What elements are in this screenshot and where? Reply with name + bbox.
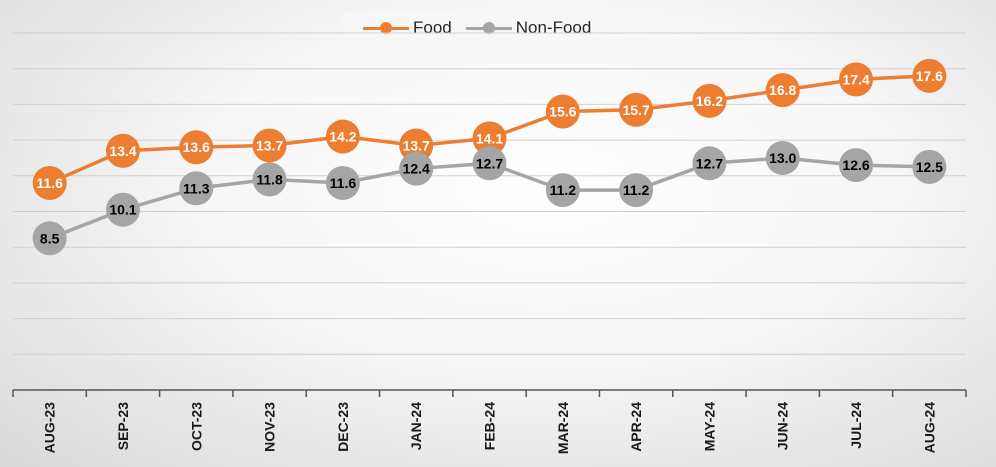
legend-dot-non-food xyxy=(482,22,495,34)
data-point-food xyxy=(692,83,727,118)
data-label-non-food: 10.1 xyxy=(109,202,136,218)
data-point-non-food xyxy=(839,148,874,183)
data-point-non-food xyxy=(619,173,654,208)
x-tick-label: MAR-24 xyxy=(555,402,571,454)
legend-dot-food xyxy=(380,22,392,34)
data-point-non-food xyxy=(692,146,727,181)
series-food: 11.6 13.4 13.6 13.7 14.2 13.7 14.1 15.6 15.7 16.2… xyxy=(32,58,947,200)
data-point-food xyxy=(252,128,287,163)
legend-label-non-food: Non-Food xyxy=(515,18,592,37)
x-tick-label: DEC-23 xyxy=(335,402,351,452)
data-label-non-food: 12.6 xyxy=(842,157,869,173)
x-tick-label: MAY-24 xyxy=(701,402,717,452)
data-point-non-food xyxy=(179,171,214,206)
legend-marker-non-food xyxy=(465,21,512,35)
data-label-non-food: 11.2 xyxy=(550,182,577,198)
data-label-food: 17.6 xyxy=(916,68,943,84)
data-point-food xyxy=(325,119,360,154)
data-point-non-food xyxy=(32,221,67,256)
data-label-non-food: 12.5 xyxy=(916,159,943,175)
legend-marker-food xyxy=(363,21,409,35)
data-label-non-food: 12.7 xyxy=(696,155,723,171)
data-label-food: 13.4 xyxy=(109,143,136,159)
data-point-food xyxy=(912,58,947,93)
data-label-food: 17.4 xyxy=(842,71,869,87)
data-label-food: 13.6 xyxy=(183,139,210,155)
legend-item-food: Food xyxy=(363,18,452,38)
data-label-non-food: 8.5 xyxy=(40,230,60,246)
x-tick-label: SEP-23 xyxy=(115,402,131,450)
data-point-food xyxy=(472,121,507,156)
data-label-non-food: 12.7 xyxy=(476,155,503,171)
data-label-non-food: 11.2 xyxy=(623,182,650,198)
data-label-food: 11.6 xyxy=(36,175,63,191)
data-label-non-food: 12.4 xyxy=(403,161,430,177)
data-label-food: 15.6 xyxy=(549,104,576,120)
data-label-non-food: 13.0 xyxy=(769,150,796,166)
data-point-non-food xyxy=(325,165,360,200)
x-tick-label: FEB-24 xyxy=(482,402,498,450)
x-tick-label: NOV-23 xyxy=(262,402,278,452)
data-point-food xyxy=(545,94,580,129)
data-point-food xyxy=(765,73,800,108)
data-label-food: 14.1 xyxy=(476,130,503,146)
data-point-food xyxy=(619,92,654,127)
data-point-non-food xyxy=(105,192,140,227)
data-point-food xyxy=(839,62,874,97)
series-non-food: 8.5 10.1 11.3 11.8 11.6 12.4 12.7 11.2 11.2 12.7 1… xyxy=(32,140,947,256)
data-label-food: 13.7 xyxy=(403,137,430,153)
data-point-non-food xyxy=(399,151,434,186)
chart-legend: Food Non-Food xyxy=(343,12,601,44)
data-label-food: 15.7 xyxy=(622,102,649,118)
data-label-food: 16.8 xyxy=(769,82,796,98)
data-label-non-food: 11.8 xyxy=(256,171,283,187)
data-label-non-food: 11.3 xyxy=(183,180,210,196)
legend-label-food: Food xyxy=(413,18,452,37)
x-tick-label: AUG-24 xyxy=(921,402,937,454)
x-tick-label: JUL-24 xyxy=(848,402,864,449)
data-point-non-food xyxy=(472,146,507,181)
data-point-non-food xyxy=(545,173,580,208)
data-point-food xyxy=(32,165,67,200)
data-point-food xyxy=(179,130,214,165)
data-label-food: 13.7 xyxy=(256,137,283,153)
x-tick-label: APR-24 xyxy=(628,402,644,452)
x-tick-label: OCT-23 xyxy=(188,402,204,451)
data-label-non-food: 11.6 xyxy=(330,175,357,191)
legend-item-non-food: Non-Food xyxy=(465,18,592,38)
data-point-food xyxy=(105,133,140,168)
x-tick-label: AUG-23 xyxy=(42,402,58,454)
data-point-non-food xyxy=(765,140,800,175)
data-label-food: 14.2 xyxy=(329,129,356,145)
data-point-non-food xyxy=(912,149,947,184)
data-point-non-food xyxy=(252,162,287,197)
data-label-food: 16.2 xyxy=(696,93,723,109)
x-tick-label: JUN-24 xyxy=(775,402,791,450)
x-tick-label: JAN-24 xyxy=(408,402,424,450)
